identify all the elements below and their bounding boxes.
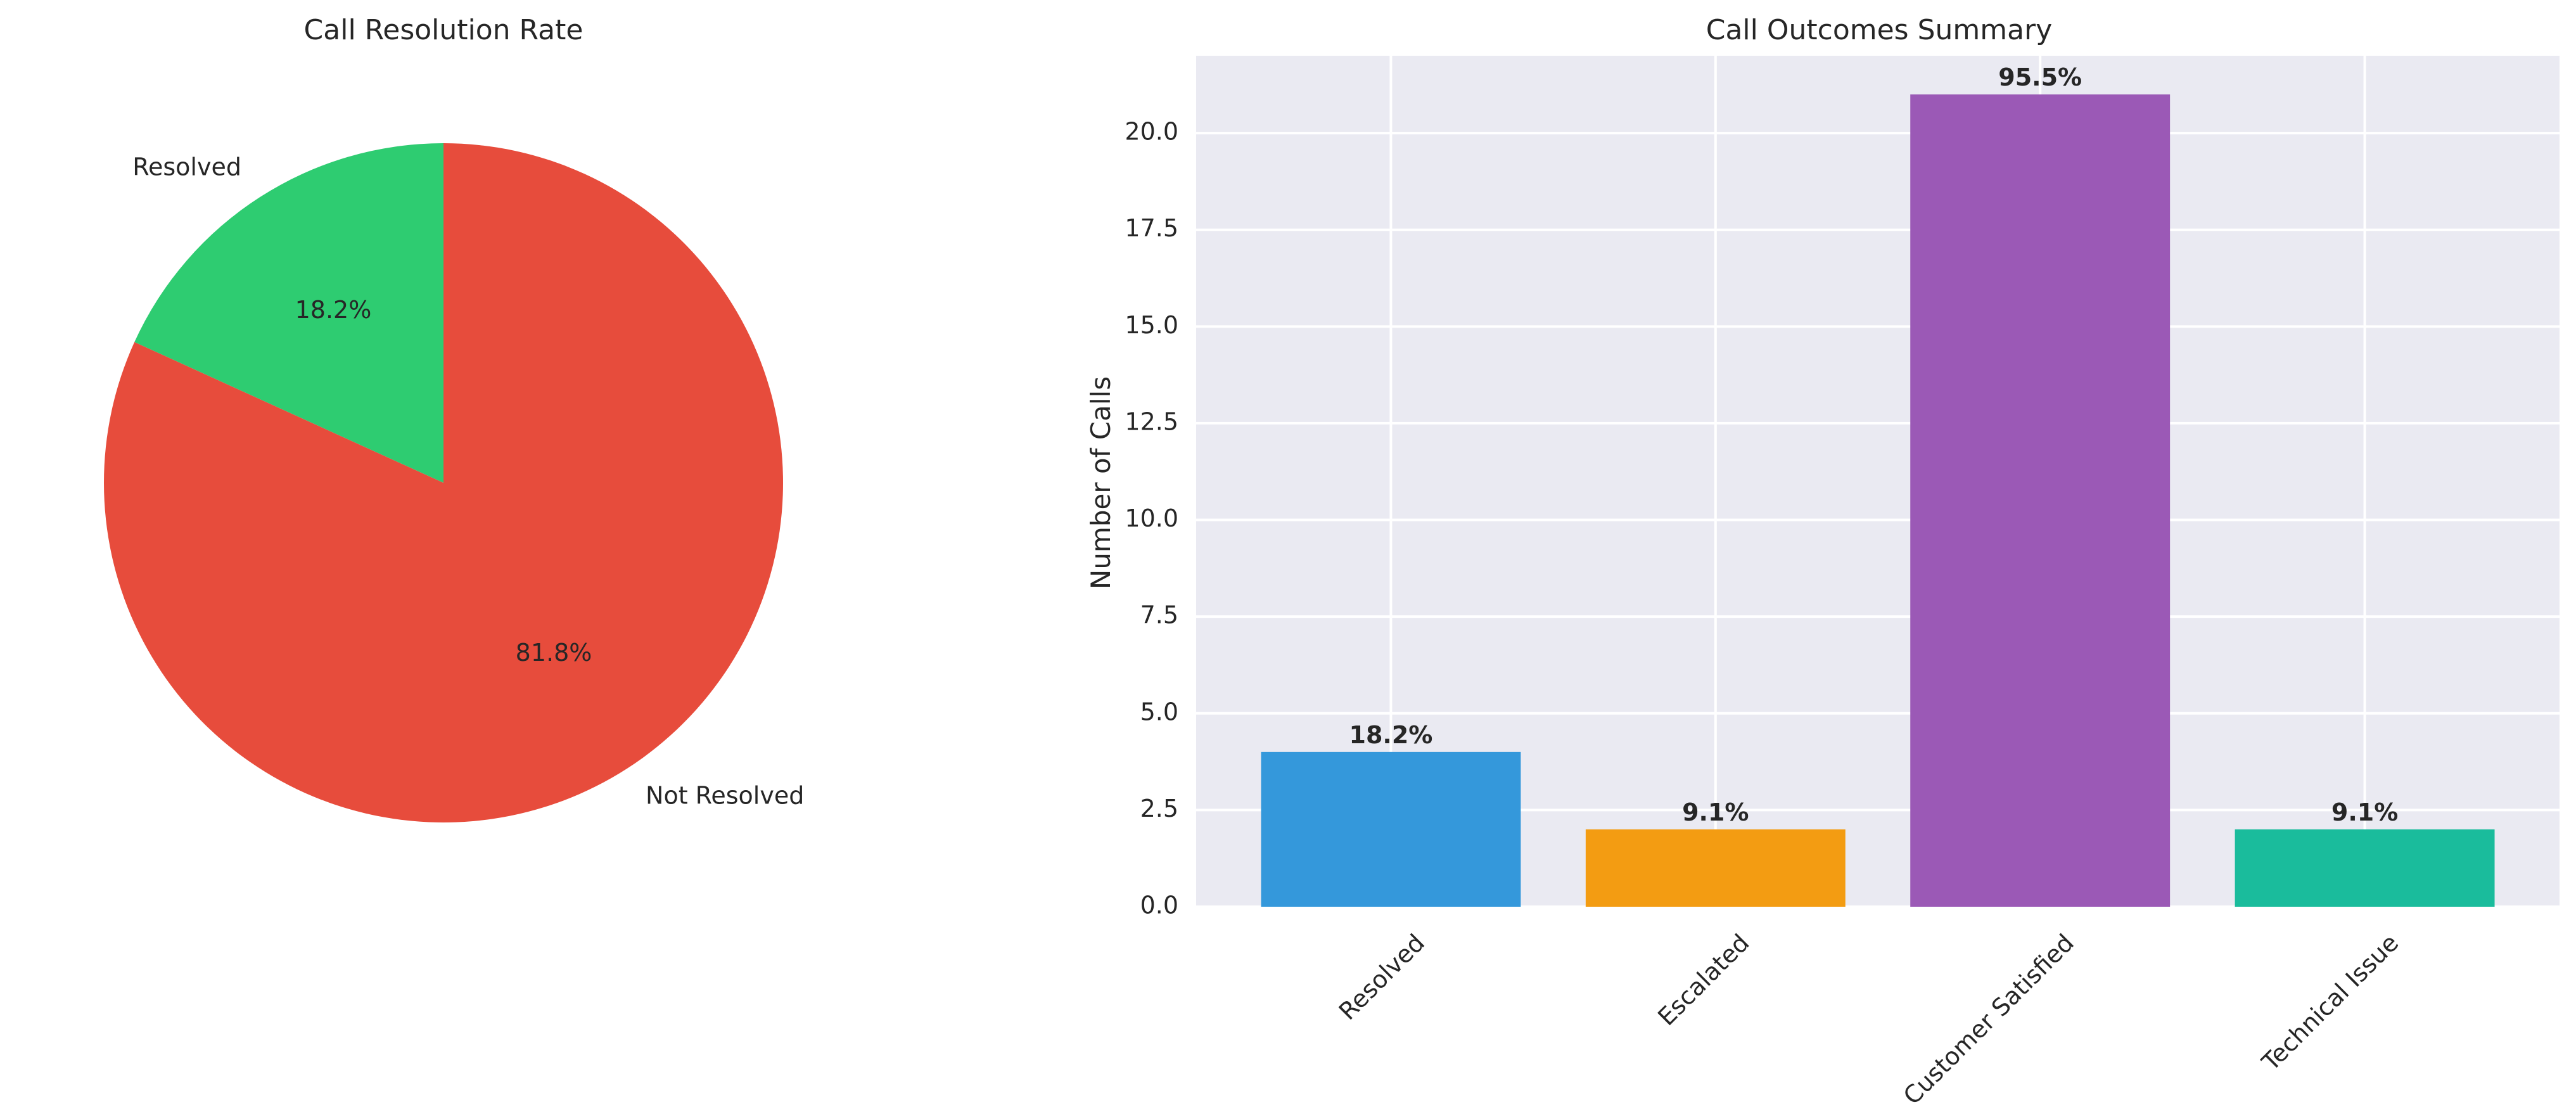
bar-chart: Call Outcomes Summary 18.2% 9.1% 95.5% 9.1%… — [1085, 14, 2560, 1110]
pie-chart: Call Resolution Rate 18.2% Resolved 81.8% N… — [104, 14, 804, 822]
y-tick-label: 15.0 — [1125, 311, 1178, 339]
x-tick-label: Technical Issue — [2256, 929, 2404, 1077]
pie-title: Call Resolution Rate — [304, 14, 583, 46]
pie-slices: 18.2% Resolved 81.8% Not Resolved — [104, 143, 804, 822]
y-tick-label: 17.5 — [1125, 214, 1178, 242]
x-tick-labels: Resolved Escalated Customer Satisfied Techn… — [1334, 929, 2404, 1110]
bar-customer-satisfied — [1910, 94, 2171, 907]
bar-escalated — [1585, 829, 1846, 907]
bar-value-label: 9.1% — [1682, 798, 1749, 826]
pie-slice-resolved — [134, 143, 443, 483]
y-tick-label: 12.5 — [1125, 407, 1178, 435]
y-tick-label: 5.0 — [1140, 698, 1178, 726]
y-tick-labels: 0.0 2.5 5.0 7.5 10.0 12.5 15.0 17.5 20.0 — [1125, 118, 1178, 919]
y-tick-label: 10.0 — [1125, 504, 1178, 532]
y-tick-label: 2.5 — [1140, 795, 1178, 822]
bar-value-label: 9.1% — [2331, 798, 2398, 826]
x-tick-label: Customer Satisfied — [1898, 929, 2079, 1110]
pie-pct-label: 18.2% — [295, 296, 372, 324]
bar-technical-issue — [2235, 829, 2495, 907]
bar-value-label: 95.5% — [1998, 63, 2082, 91]
bar-value-label: 18.2% — [1349, 721, 1433, 749]
y-tick-label: 0.0 — [1140, 892, 1178, 919]
bars: 18.2% 9.1% 95.5% 9.1% — [1261, 63, 2495, 907]
pie-slice-not-resolved — [104, 143, 784, 822]
pie-slice-label: Not Resolved — [646, 781, 804, 809]
y-axis-label: Number of Calls — [1085, 376, 1116, 589]
pie-pct-label: 81.8% — [516, 639, 592, 667]
y-tick-label: 20.0 — [1125, 118, 1178, 146]
y-tick-label: 7.5 — [1140, 601, 1178, 629]
bar-title: Call Outcomes Summary — [1706, 14, 2052, 46]
bar-resolved — [1261, 751, 1521, 907]
x-tick-label: Resolved — [1334, 929, 1431, 1026]
x-tick-label: Escalated — [1652, 929, 1754, 1031]
pie-slice-label: Resolved — [132, 153, 241, 181]
